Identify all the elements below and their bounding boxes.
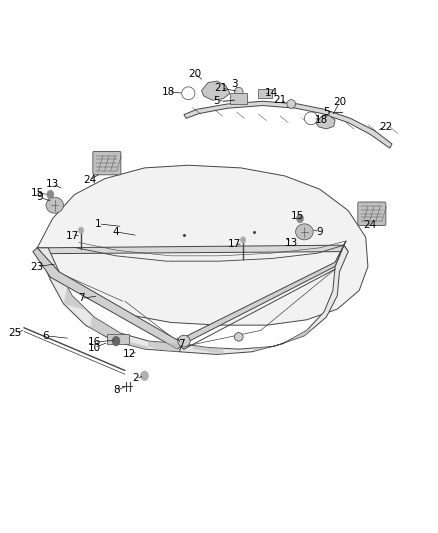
Text: 24: 24 bbox=[83, 175, 96, 185]
Polygon shape bbox=[254, 340, 286, 365]
Polygon shape bbox=[180, 245, 348, 354]
Polygon shape bbox=[107, 334, 129, 344]
Ellipse shape bbox=[287, 100, 296, 108]
Polygon shape bbox=[89, 312, 122, 339]
Text: 4: 4 bbox=[113, 227, 120, 237]
Text: 10: 10 bbox=[88, 343, 101, 352]
Text: 5: 5 bbox=[323, 107, 330, 117]
Polygon shape bbox=[37, 248, 182, 352]
Polygon shape bbox=[122, 300, 155, 327]
Text: 21: 21 bbox=[215, 83, 228, 93]
Circle shape bbox=[141, 371, 148, 381]
Circle shape bbox=[240, 237, 246, 243]
Polygon shape bbox=[315, 116, 335, 129]
Text: 20: 20 bbox=[333, 98, 346, 107]
Text: 15: 15 bbox=[291, 211, 304, 221]
Text: 22: 22 bbox=[379, 122, 392, 132]
Polygon shape bbox=[193, 329, 226, 354]
Text: 17: 17 bbox=[66, 231, 79, 240]
Text: 15: 15 bbox=[31, 188, 44, 198]
Text: 16: 16 bbox=[88, 337, 101, 347]
Text: 17: 17 bbox=[228, 239, 241, 249]
Polygon shape bbox=[230, 274, 263, 300]
Polygon shape bbox=[57, 324, 89, 351]
Text: 12: 12 bbox=[123, 350, 136, 359]
Text: 24: 24 bbox=[364, 220, 377, 230]
Ellipse shape bbox=[234, 87, 243, 96]
Circle shape bbox=[47, 190, 54, 199]
Text: 14: 14 bbox=[265, 88, 278, 98]
Polygon shape bbox=[33, 248, 184, 349]
Ellipse shape bbox=[178, 335, 190, 347]
Text: 13: 13 bbox=[285, 238, 298, 247]
FancyBboxPatch shape bbox=[358, 202, 386, 225]
Polygon shape bbox=[226, 314, 258, 340]
Text: 7: 7 bbox=[78, 294, 85, 303]
Text: 9: 9 bbox=[316, 227, 323, 237]
Polygon shape bbox=[37, 165, 368, 325]
Text: 21: 21 bbox=[273, 95, 286, 105]
Polygon shape bbox=[230, 93, 247, 104]
Polygon shape bbox=[258, 89, 272, 98]
Ellipse shape bbox=[304, 112, 318, 125]
Polygon shape bbox=[291, 285, 323, 310]
Ellipse shape bbox=[182, 87, 195, 100]
Text: 20: 20 bbox=[188, 69, 201, 78]
Ellipse shape bbox=[46, 197, 64, 213]
Text: 5: 5 bbox=[213, 96, 220, 106]
Polygon shape bbox=[198, 289, 230, 314]
Polygon shape bbox=[286, 325, 319, 350]
Polygon shape bbox=[115, 339, 148, 366]
Text: 6: 6 bbox=[42, 331, 49, 341]
Text: 2: 2 bbox=[132, 374, 139, 383]
Ellipse shape bbox=[296, 224, 313, 240]
Polygon shape bbox=[148, 327, 180, 354]
Text: 8: 8 bbox=[113, 385, 120, 395]
Polygon shape bbox=[182, 241, 346, 344]
Polygon shape bbox=[258, 300, 291, 325]
Text: 9: 9 bbox=[36, 192, 43, 202]
Circle shape bbox=[78, 227, 84, 233]
Text: 25: 25 bbox=[9, 328, 22, 338]
Polygon shape bbox=[155, 287, 187, 314]
Text: 18: 18 bbox=[315, 115, 328, 125]
Text: 3: 3 bbox=[231, 79, 238, 89]
Text: 1: 1 bbox=[95, 219, 102, 229]
Text: 13: 13 bbox=[46, 179, 59, 189]
Text: 7: 7 bbox=[178, 339, 185, 349]
Polygon shape bbox=[64, 284, 96, 312]
Ellipse shape bbox=[234, 333, 243, 341]
FancyBboxPatch shape bbox=[93, 151, 121, 175]
Polygon shape bbox=[184, 101, 392, 148]
Text: 18: 18 bbox=[162, 87, 175, 96]
Polygon shape bbox=[96, 272, 129, 300]
Polygon shape bbox=[201, 81, 230, 100]
Circle shape bbox=[297, 214, 304, 223]
Polygon shape bbox=[37, 245, 348, 254]
Circle shape bbox=[112, 336, 120, 346]
Text: 23: 23 bbox=[31, 262, 44, 271]
